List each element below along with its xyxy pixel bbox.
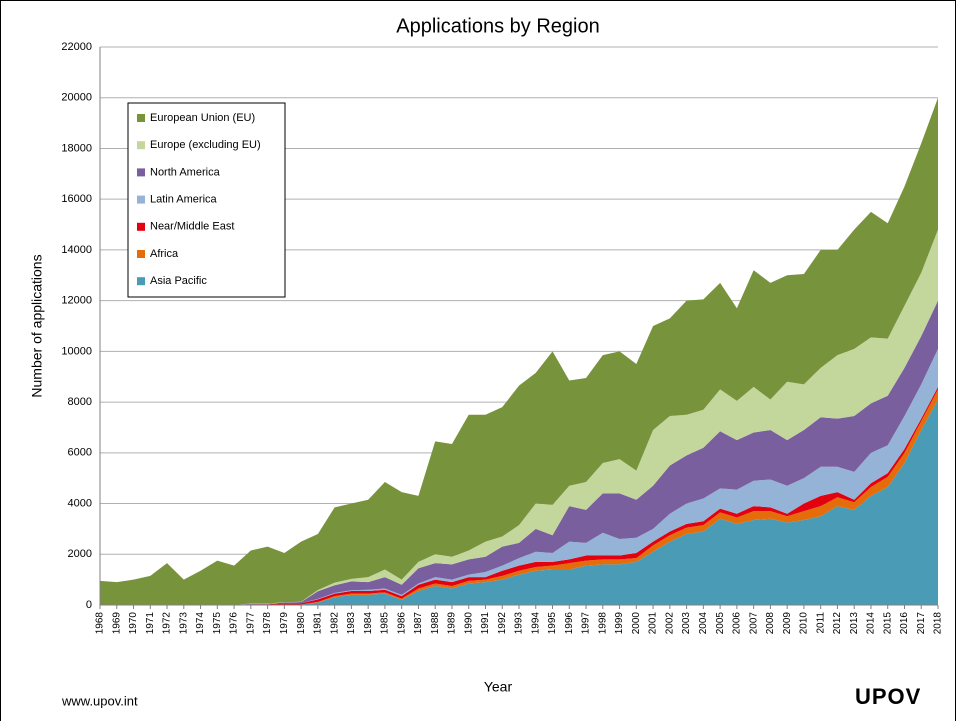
legend-label: Asia Pacific [150,275,207,287]
x-tick-label: 1998 [597,612,608,635]
x-tick-label: 1987 [413,612,424,635]
x-tick-label: 1990 [463,612,474,635]
x-tick-label: 1977 [245,612,256,635]
y-tick-label: 8000 [68,396,92,408]
area [100,399,938,605]
footer-url: www.upov.int [61,693,138,708]
x-tick-label: 1989 [447,612,458,635]
x-tick-label: 2012 [832,612,843,635]
y-tick-label: 16000 [61,193,92,205]
logo: UPOV [855,684,921,709]
x-tick-label: 2010 [799,612,810,635]
x-tick-label: 1994 [530,612,541,635]
x-tick-label: 1983 [346,612,357,635]
x-tick-label: 1971 [145,612,156,635]
y-tick-label: 22000 [61,41,92,53]
x-tick-label: 2005 [715,612,726,635]
legend-swatch [137,114,145,122]
x-tick-label: 1988 [430,612,441,635]
x-tick-label: 1999 [614,612,625,635]
x-tick-label: 2013 [849,612,860,635]
x-tick-label: 1995 [547,612,558,635]
x-tick-label: 1993 [514,612,525,635]
x-tick-label: 2014 [866,612,877,635]
x-tick-label: 1974 [195,612,206,635]
x-tick-label: 1979 [279,612,290,635]
x-tick-label: 2007 [748,612,759,635]
legend-swatch [137,222,145,231]
x-tick-label: 2000 [631,612,642,635]
x-tick-label: 1991 [480,612,491,635]
x-tick-label: 1982 [329,612,340,635]
x-tick-label: 2001 [648,612,659,635]
legend-label: European Union (EU) [150,112,255,124]
legend-label: Near/Middle East [150,221,234,233]
area [100,300,938,605]
x-tick-label: 1985 [380,612,391,635]
chart-title: Applications by Region [396,15,599,37]
y-tick-label: 0 [86,599,92,611]
x-tick-label: 2011 [815,612,826,634]
y-axis-label: Number of applications [29,254,45,397]
x-tick-label: 1992 [497,612,508,635]
y-tick-label: 6000 [68,447,92,459]
x-tick-label: 1986 [396,612,407,635]
legend-label: Latin America [150,194,218,206]
y-tick-label: 4000 [68,497,92,509]
x-tick-label: 2018 [933,612,944,635]
legend-swatch [137,195,145,204]
x-tick-label: 2004 [698,612,709,635]
area [100,97,938,606]
x-tick-label: 1973 [178,612,189,635]
legend-label: Europe (excluding EU) [150,139,261,151]
legend-label: Africa [150,248,179,260]
legend-box [127,102,286,298]
legend-label: North America [150,166,221,178]
legend-swatch [137,277,145,286]
x-tick-label: 2017 [916,612,927,635]
x-tick-label: 1968 [95,612,106,635]
y-tick-label: 18000 [61,142,92,154]
x-tick-label: 2016 [899,612,910,635]
area [100,229,938,606]
x-tick-label: 1978 [262,612,273,635]
legend-swatch [137,250,145,258]
x-tick-label: 1980 [296,612,307,635]
legend-swatch [137,141,145,150]
x-tick-label: 2006 [732,612,743,635]
y-tick-label: 10000 [61,345,92,357]
x-tick-label: 2002 [664,612,675,635]
x-axis-label: Year [484,679,513,695]
x-tick-label: 1997 [581,612,592,635]
x-tick-label: 1969 [111,612,122,635]
x-tick-label: 2009 [782,612,793,635]
x-tick-label: 1996 [564,612,575,635]
x-tick-label: 1975 [212,612,223,635]
x-tick-label: 1972 [162,612,173,635]
x-tick-label: 1970 [128,612,139,635]
x-tick-label: 1981 [313,612,324,635]
x-tick-label: 2015 [882,612,893,635]
x-tick-label: 2008 [765,612,776,635]
y-tick-label: 12000 [61,295,92,307]
legend-swatch [137,168,145,177]
y-tick-label: 14000 [61,244,92,256]
x-tick-label: 1976 [229,612,240,635]
x-tick-label: 1984 [363,612,374,635]
y-tick-label: 20000 [61,92,92,104]
x-tick-label: 2003 [681,612,692,635]
y-tick-label: 2000 [68,548,92,560]
